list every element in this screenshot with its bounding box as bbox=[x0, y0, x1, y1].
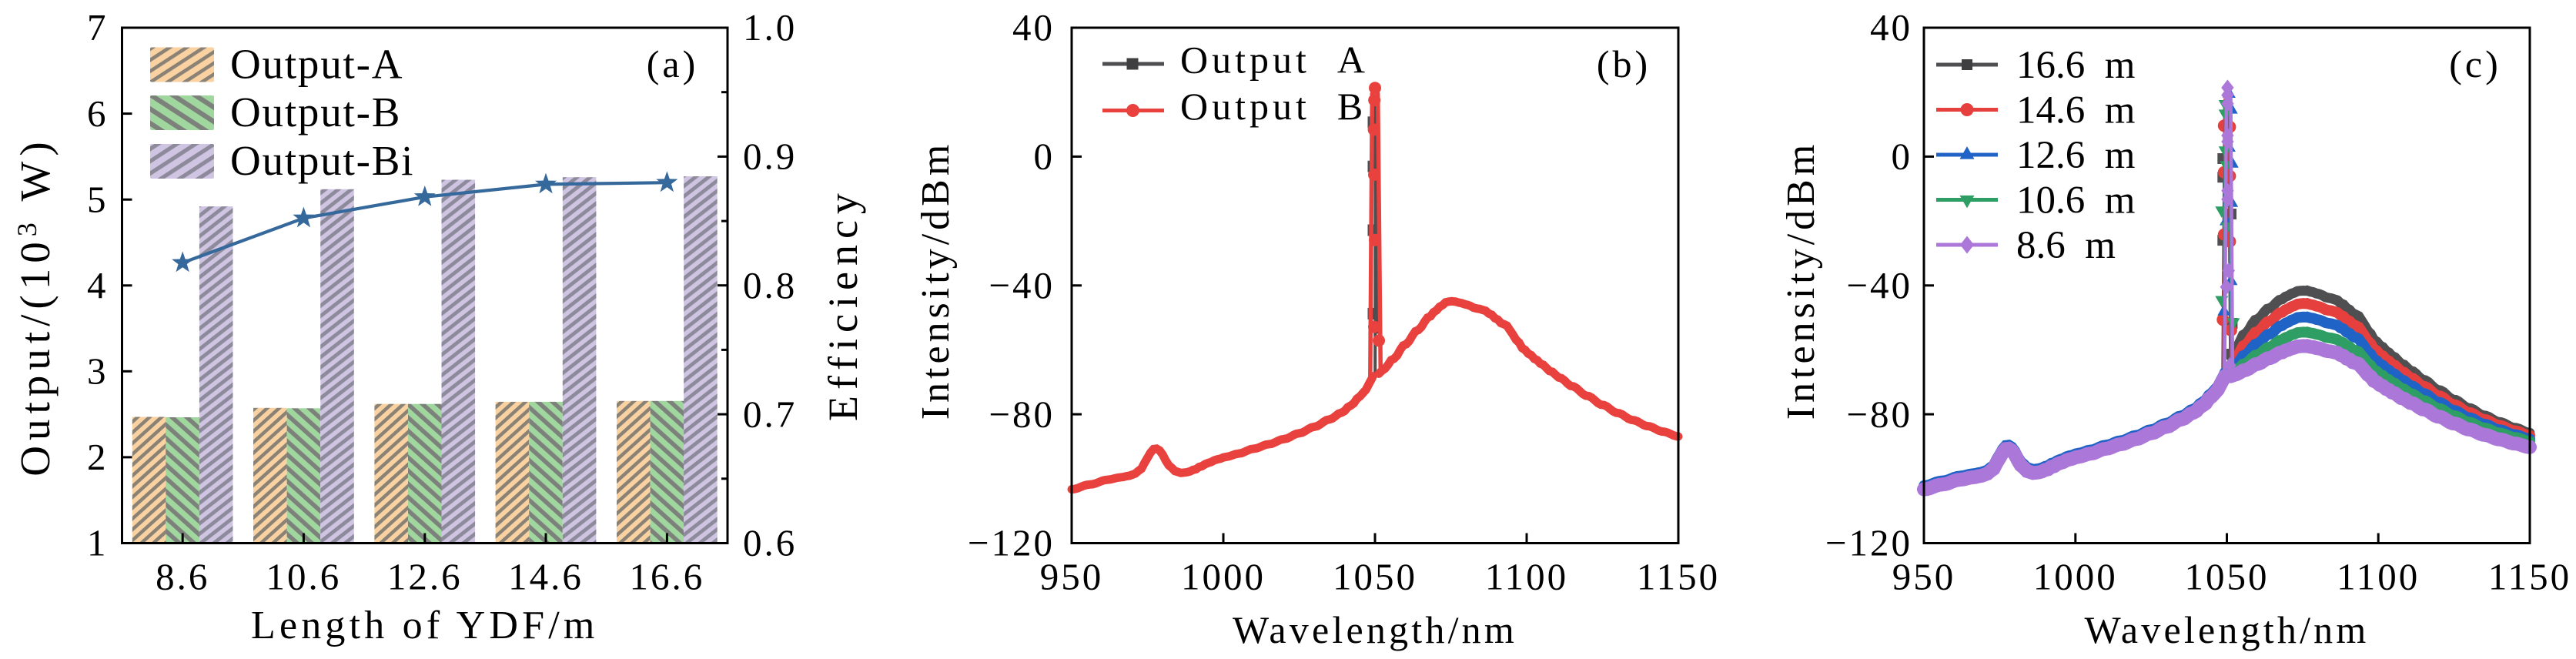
svg-text:Output A: Output A bbox=[1180, 38, 1369, 82]
svg-text:40: 40 bbox=[1870, 6, 1912, 49]
svg-text:0: 0 bbox=[1892, 135, 1913, 178]
svg-text:(a): (a) bbox=[647, 42, 699, 85]
svg-text:6: 6 bbox=[87, 92, 106, 135]
svg-text:0.7: 0.7 bbox=[743, 393, 797, 435]
svg-text:Output B: Output B bbox=[1180, 85, 1367, 128]
svg-text:Efficiency: Efficiency bbox=[820, 187, 866, 421]
svg-text:7: 7 bbox=[87, 6, 106, 49]
svg-text:12.6 m: 12.6 m bbox=[2016, 134, 2135, 177]
svg-text:−120: −120 bbox=[1825, 522, 1912, 564]
svg-text:Wavelength/nm: Wavelength/nm bbox=[2085, 608, 2370, 651]
svg-text:Wavelength/nm: Wavelength/nm bbox=[1233, 608, 1517, 651]
svg-text:1000: 1000 bbox=[1181, 556, 1266, 598]
svg-text:−80: −80 bbox=[989, 393, 1055, 435]
svg-text:−40: −40 bbox=[989, 264, 1055, 306]
svg-text:(b): (b) bbox=[1597, 42, 1651, 85]
svg-text:2: 2 bbox=[87, 436, 106, 478]
svg-text:10.6 m: 10.6 m bbox=[2016, 179, 2135, 222]
svg-text:16.6: 16.6 bbox=[630, 556, 705, 598]
svg-text:12.6: 12.6 bbox=[387, 556, 463, 598]
svg-text:950: 950 bbox=[1892, 556, 1956, 598]
svg-text:8.6: 8.6 bbox=[156, 556, 209, 598]
svg-text:Output-Bi: Output-Bi bbox=[230, 137, 414, 184]
svg-text:10.6: 10.6 bbox=[266, 556, 342, 598]
svg-text:0.8: 0.8 bbox=[743, 264, 797, 306]
svg-text:1000: 1000 bbox=[2033, 556, 2118, 598]
svg-text:5: 5 bbox=[87, 178, 106, 220]
svg-text:950: 950 bbox=[1040, 556, 1104, 598]
svg-text:1150: 1150 bbox=[2488, 556, 2571, 598]
svg-text:−120: −120 bbox=[968, 522, 1055, 564]
svg-text:Intensity/dBm: Intensity/dBm bbox=[914, 141, 958, 420]
svg-text:1100: 1100 bbox=[1485, 556, 1568, 598]
svg-text:−80: −80 bbox=[1846, 393, 1912, 435]
svg-text:0: 0 bbox=[1034, 135, 1055, 178]
svg-text:1: 1 bbox=[87, 522, 106, 564]
svg-text:1050: 1050 bbox=[1333, 556, 1417, 598]
svg-text:1.0: 1.0 bbox=[743, 6, 797, 49]
svg-text:14.6: 14.6 bbox=[508, 556, 584, 598]
svg-text:0.6: 0.6 bbox=[743, 522, 797, 564]
svg-text:−40: −40 bbox=[1846, 264, 1912, 306]
svg-text:1150: 1150 bbox=[1637, 556, 1720, 598]
svg-text:14.6 m: 14.6 m bbox=[2016, 89, 2135, 132]
svg-text:Output-B: Output-B bbox=[230, 89, 401, 135]
svg-text:40: 40 bbox=[1012, 6, 1055, 49]
svg-text:(c): (c) bbox=[2449, 42, 2501, 85]
svg-text:4: 4 bbox=[87, 264, 106, 306]
svg-text:1100: 1100 bbox=[2337, 556, 2420, 598]
svg-text:Output/(103 W): Output/(103 W) bbox=[12, 136, 59, 476]
svg-text:3: 3 bbox=[87, 350, 106, 393]
svg-text:Output-A: Output-A bbox=[230, 41, 403, 88]
svg-text:16.6 m: 16.6 m bbox=[2016, 44, 2135, 87]
svg-text:8.6 m: 8.6 m bbox=[2016, 224, 2116, 267]
svg-text:1050: 1050 bbox=[2185, 556, 2270, 598]
svg-text:0.9: 0.9 bbox=[743, 135, 797, 178]
svg-text:Intensity/dBm: Intensity/dBm bbox=[1779, 141, 1823, 420]
svg-text:Length of YDF/m: Length of YDF/m bbox=[251, 604, 599, 647]
